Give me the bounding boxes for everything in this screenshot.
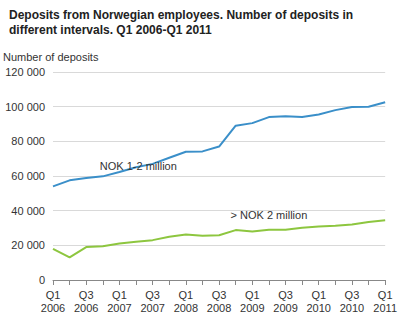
svg-text:Q3: Q3 xyxy=(212,289,227,301)
svg-text:Q1: Q1 xyxy=(112,289,127,301)
svg-text:Q1: Q1 xyxy=(378,289,393,301)
svg-text:2006: 2006 xyxy=(41,302,65,314)
svg-text:2010: 2010 xyxy=(340,302,364,314)
svg-text:2007: 2007 xyxy=(140,302,164,314)
svg-text:2009: 2009 xyxy=(273,302,297,314)
svg-text:> NOK 2 million: > NOK 2 million xyxy=(231,209,308,221)
svg-text:20 000: 20 000 xyxy=(11,239,45,251)
svg-text:Q1: Q1 xyxy=(179,289,194,301)
svg-text:Number of deposits: Number of deposits xyxy=(3,51,99,63)
svg-text:NOK 1-2 million: NOK 1-2 million xyxy=(100,160,177,172)
svg-text:Deposits from Norwegian employ: Deposits from Norwegian employees. Numbe… xyxy=(9,8,356,22)
svg-text:2007: 2007 xyxy=(107,302,131,314)
svg-text:40 000: 40 000 xyxy=(11,205,45,217)
svg-text:Q1: Q1 xyxy=(46,289,61,301)
svg-text:Q1: Q1 xyxy=(245,289,260,301)
svg-text:Q3: Q3 xyxy=(278,289,293,301)
svg-text:2009: 2009 xyxy=(240,302,264,314)
svg-text:2011: 2011 xyxy=(373,302,397,314)
svg-text:Q3: Q3 xyxy=(345,289,360,301)
svg-text:2006: 2006 xyxy=(74,302,98,314)
svg-text:100 000: 100 000 xyxy=(5,101,45,113)
svg-text:0: 0 xyxy=(39,274,45,286)
svg-text:Q3: Q3 xyxy=(79,289,94,301)
svg-text:60 000: 60 000 xyxy=(11,170,45,182)
svg-text:2010: 2010 xyxy=(306,302,330,314)
svg-text:80 000: 80 000 xyxy=(11,135,45,147)
svg-text:Q1: Q1 xyxy=(311,289,326,301)
svg-text:different intervals. Q1 2006-Q: different intervals. Q1 2006-Q1 2011 xyxy=(9,23,212,37)
svg-text:Q3: Q3 xyxy=(145,289,160,301)
svg-text:120 000: 120 000 xyxy=(5,66,45,78)
svg-text:2008: 2008 xyxy=(207,302,231,314)
svg-text:2008: 2008 xyxy=(174,302,198,314)
